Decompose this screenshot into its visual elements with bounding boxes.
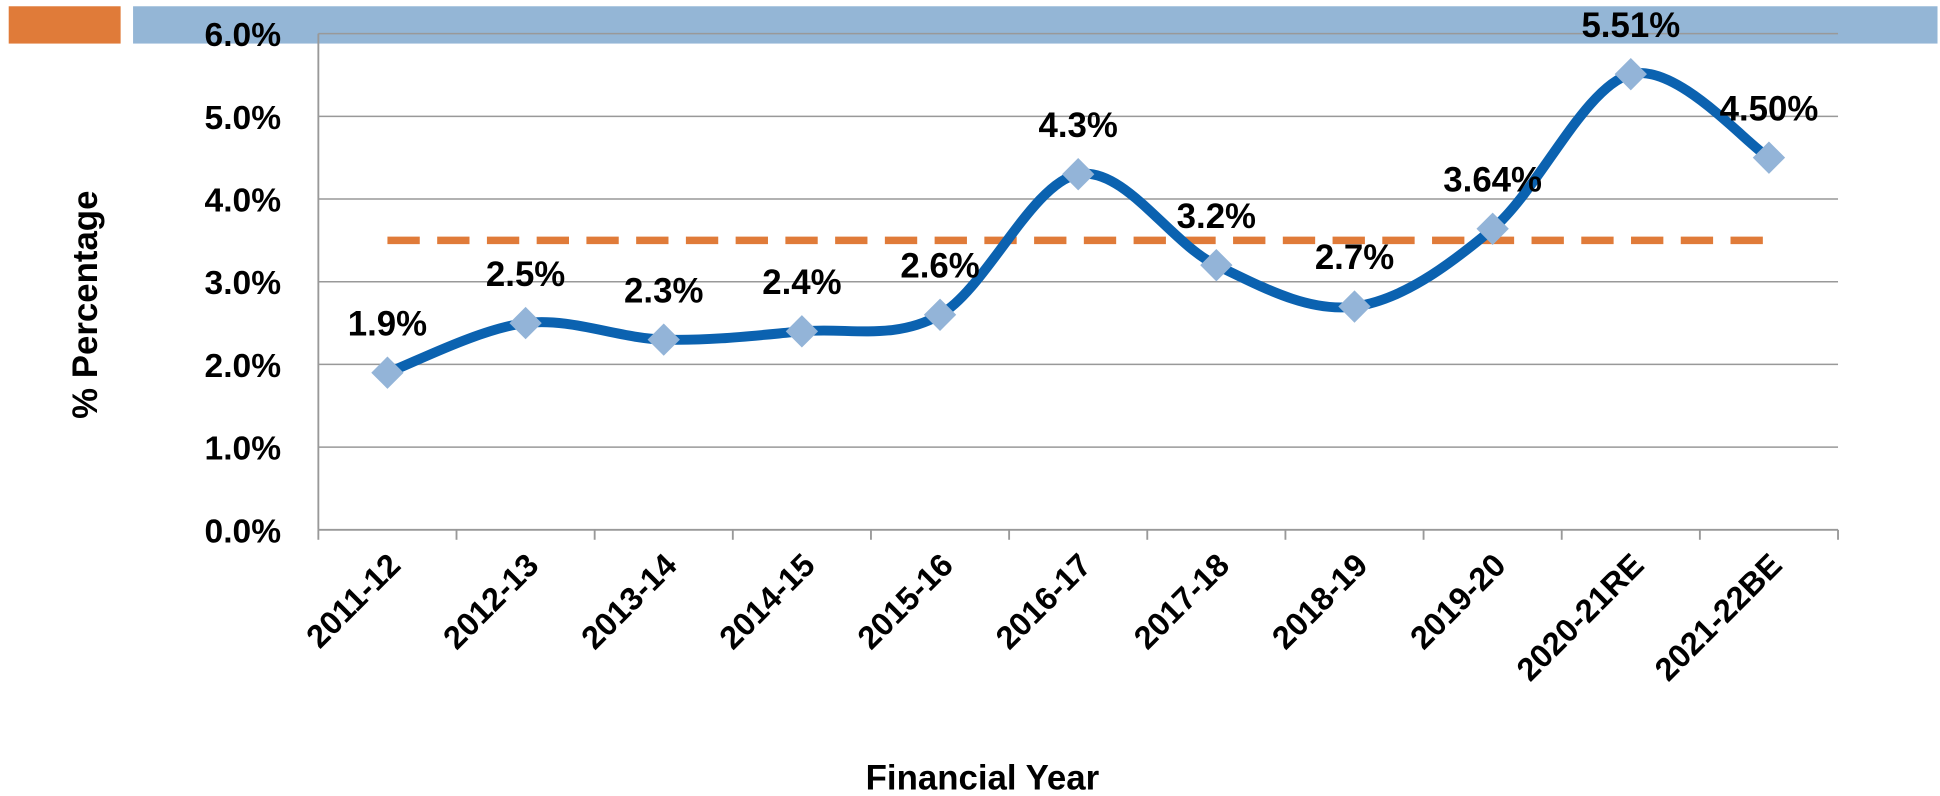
data-label: 2.6% <box>900 246 979 285</box>
x-tick-label: 2016-17 <box>989 547 1098 656</box>
data-label: 2.4% <box>762 263 841 302</box>
data-label: 5.51% <box>1581 6 1680 45</box>
data-label: 2.3% <box>624 271 703 310</box>
x-tick-label: 2014-15 <box>712 547 821 656</box>
marker <box>1062 158 1095 191</box>
x-tick-label: 2012-13 <box>436 547 545 656</box>
marker <box>923 298 957 331</box>
data-label: 4.50% <box>1720 89 1819 128</box>
y-tick-label: 1.0% <box>205 431 281 468</box>
x-tick-label: 2019-20 <box>1403 547 1512 656</box>
data-label: 3.64% <box>1443 160 1542 199</box>
x-tick-label: 2017-18 <box>1127 547 1236 656</box>
marker <box>785 315 819 348</box>
y-tick-label: 6.0% <box>205 17 281 54</box>
x-axis-title: Financial Year <box>866 759 1100 796</box>
marker <box>509 306 542 340</box>
x-tick-label: 2020-21RE <box>1510 547 1651 688</box>
x-tick-label: 2015-16 <box>851 547 960 656</box>
data-label: 2.5% <box>486 255 565 294</box>
y-tick-label: 4.0% <box>205 182 281 219</box>
x-tick-label: 2013-14 <box>574 547 683 656</box>
marker <box>1338 290 1371 323</box>
marker <box>1200 249 1233 282</box>
x-tick-label: 2011-12 <box>299 547 407 655</box>
header-accent <box>8 6 121 44</box>
data-label: 2.7% <box>1315 238 1394 277</box>
data-label: 1.9% <box>348 304 427 343</box>
x-tick-label: 2018-19 <box>1265 547 1374 656</box>
marker <box>371 356 404 389</box>
y-tick-label: 5.0% <box>205 100 281 137</box>
marker <box>1614 57 1647 91</box>
y-tick-label: 2.0% <box>205 348 281 385</box>
marker <box>647 323 680 356</box>
x-tick-label: 2021-22BE <box>1648 547 1789 688</box>
y-tick-label: 3.0% <box>205 265 281 302</box>
y-axis-title: % Percentage <box>66 191 105 419</box>
y-tick-label: 0.0% <box>205 513 281 550</box>
header-band <box>133 6 1938 44</box>
data-label: 3.2% <box>1177 197 1256 236</box>
data-label: 4.3% <box>1039 106 1118 145</box>
